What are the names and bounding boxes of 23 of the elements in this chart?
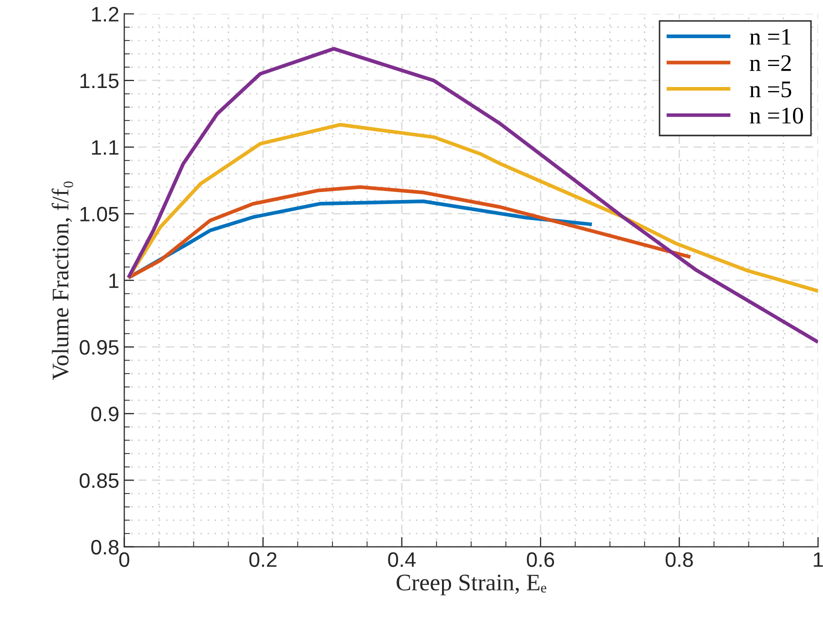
y-tick-label: 0.9 — [91, 406, 118, 422]
legend-label: n =1 — [750, 28, 791, 45]
y-tick-label: 1.05 — [80, 206, 119, 222]
x-tick-label: 0.4 — [388, 552, 416, 568]
x-axis-title: Creep Strain, Eₑ — [396, 574, 546, 596]
y-tick-label: 0.85 — [80, 473, 119, 488]
y-tick-label: 1 — [109, 274, 118, 288]
x-tick-label: 1 — [814, 552, 823, 567]
legend-label: n =5 — [750, 82, 792, 98]
y-tick-label: 0.8 — [91, 540, 119, 555]
y-tick-label: 0.95 — [80, 340, 119, 355]
legend-label: n =10 — [750, 108, 803, 124]
x-tick-label: 0 — [119, 552, 130, 568]
line-series — [126, 185, 692, 280]
y-tick-label: 1.15 — [80, 74, 119, 88]
line-series — [126, 46, 818, 344]
y-tick-label: 1.2 — [92, 6, 118, 22]
legend-label: n =2 — [750, 55, 791, 71]
x-tick-label: 0.8 — [666, 552, 693, 568]
y-tick-label: 1.1 — [92, 140, 118, 155]
y-axis-title: Volume Fraction, f/f₀ — [52, 182, 74, 380]
x-tick-label: 0.2 — [249, 552, 276, 568]
x-tick-label: 0.6 — [526, 552, 554, 568]
